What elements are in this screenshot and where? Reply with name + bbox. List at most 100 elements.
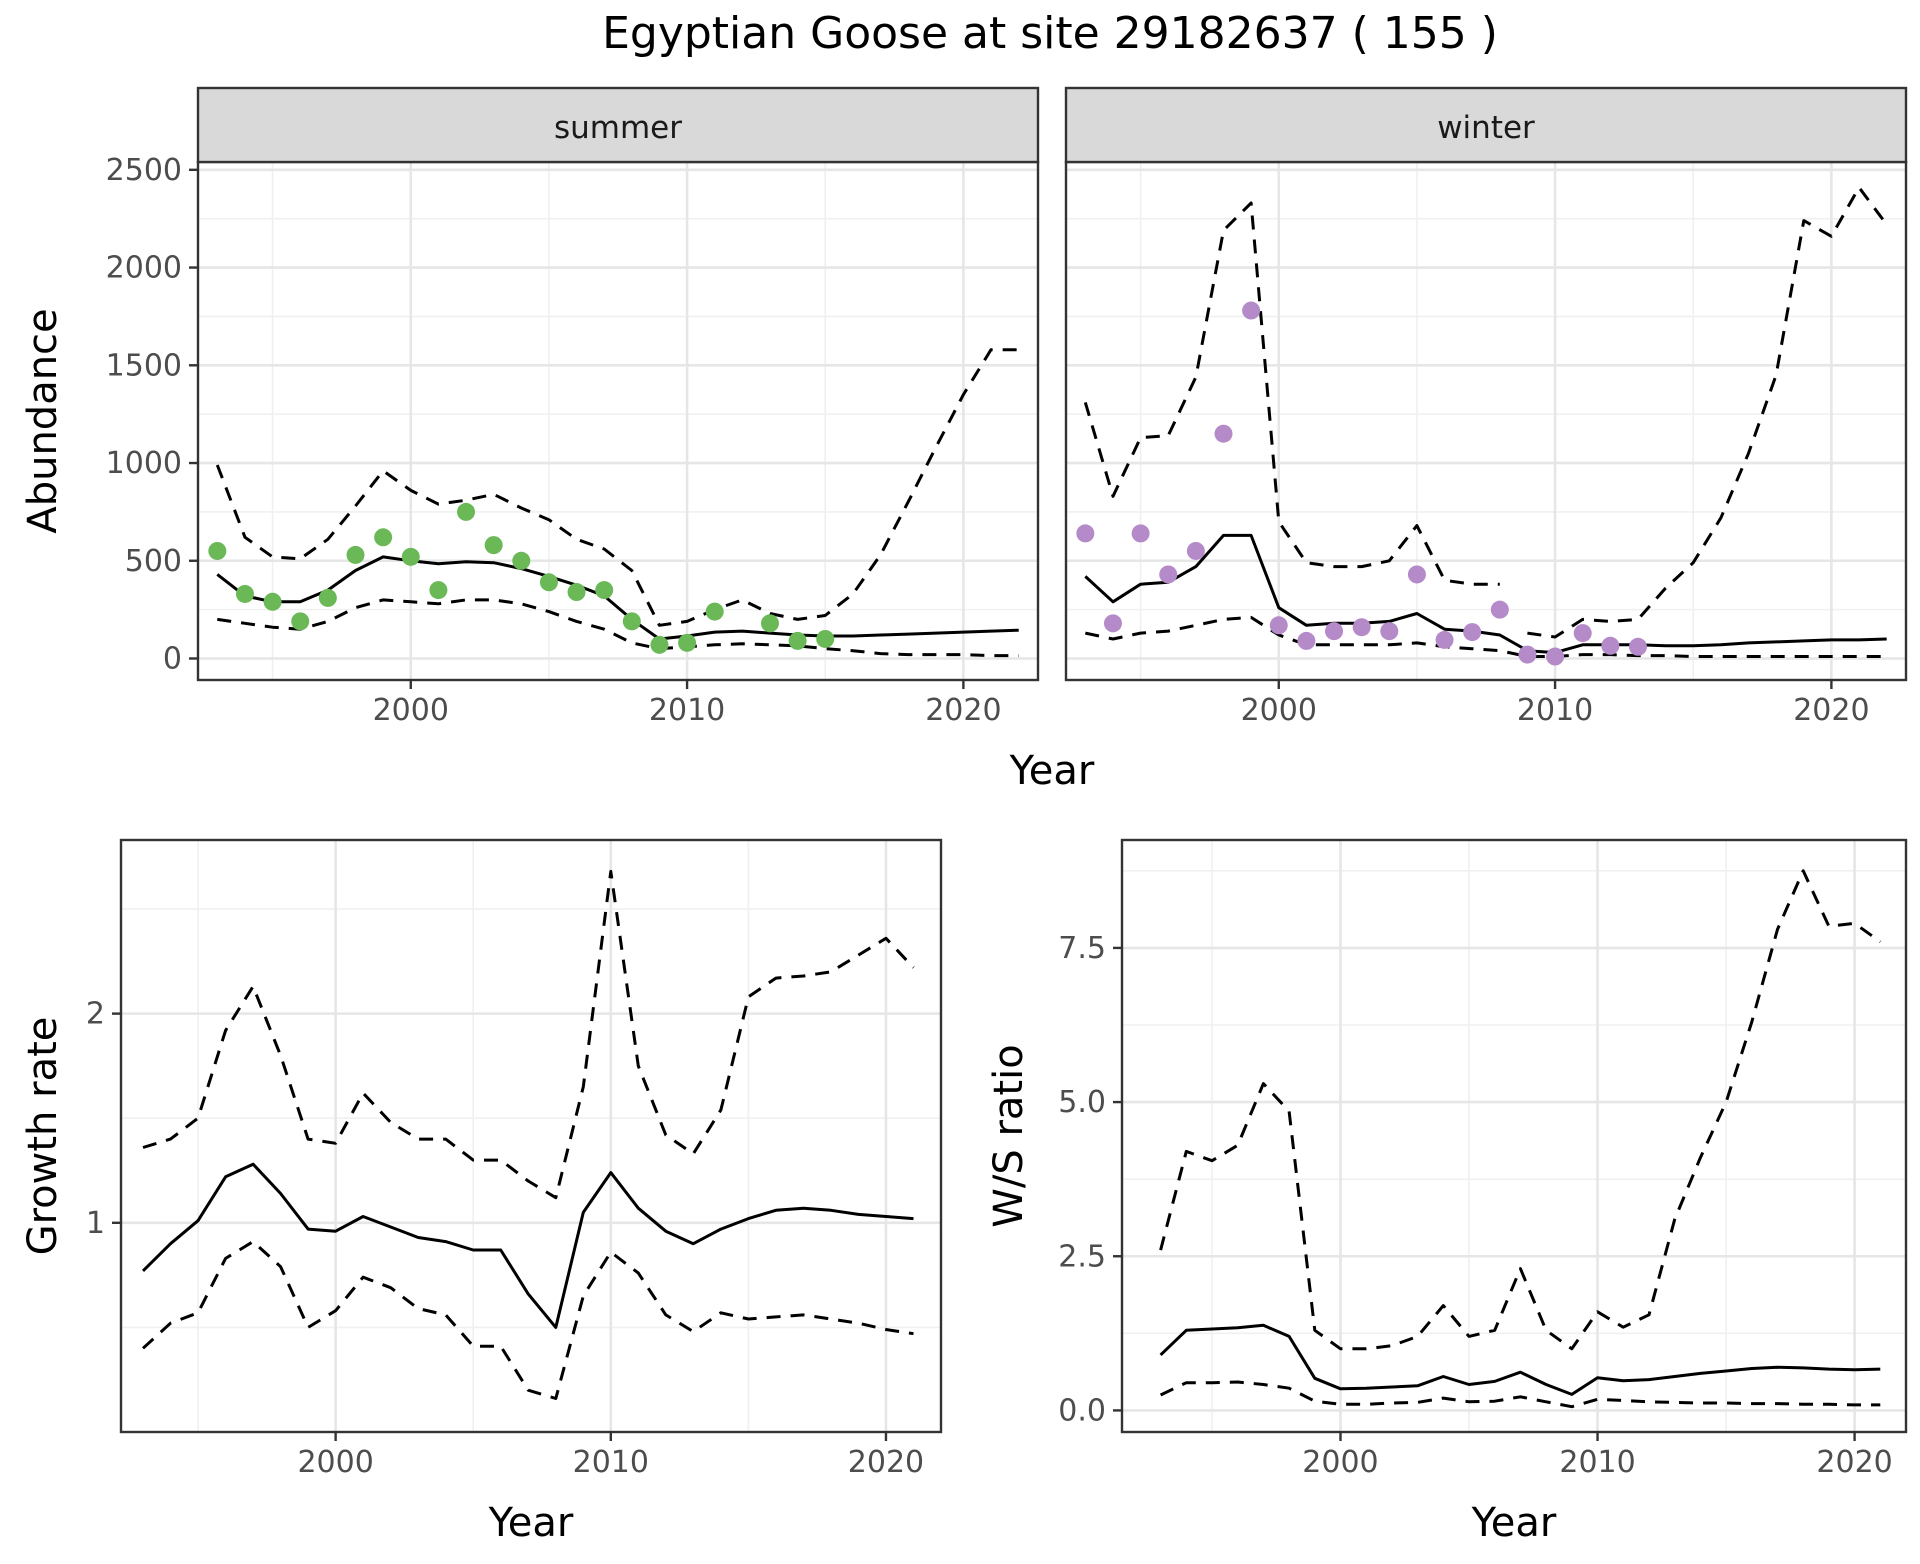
series-line-estimate [1084,533,1887,655]
series-group [208,348,1019,658]
panel-ratio: 2000 2010 2020 0.0 2.5 5.0 7.5 W/S ratio Year [986,838,1908,1546]
x-axis-title-top: Year [1009,748,1095,794]
observed-point [539,573,558,592]
y-tick-label: 2 [86,997,105,1032]
y-tick-label: 500 [125,544,182,579]
y-tick-label: 5.0 [1058,1085,1106,1120]
observed-point [1352,618,1371,637]
panel-summer: summer 2000 2010 2020 0 500 1000 1500 2000 2500 Ab… [20,86,1040,728]
series-line-upper [215,348,1019,627]
observed-point [595,581,614,600]
observed-point [235,584,254,603]
observed-point [1463,623,1482,642]
observed-point [318,588,337,607]
observed-point [1435,630,1454,649]
panel-border [119,838,943,1434]
observed-point [291,612,310,631]
series-line-lower [1159,1380,1881,1409]
x-tick-label: 2010 [1559,1445,1635,1480]
y-tick-label: 7.5 [1058,931,1106,966]
y-tick-label: 2.5 [1058,1239,1106,1274]
strip-background [196,86,1040,164]
observed-point [429,581,448,600]
observed-point [1269,616,1288,635]
observed-point [1380,622,1399,641]
y-axis-title: Growth rate [20,1017,66,1256]
observed-point [650,635,669,654]
observed-point [263,592,282,611]
x-tick-label: 2000 [297,1445,373,1480]
y-tick-label: 1500 [106,348,182,383]
observed-point [1242,301,1261,320]
observed-point [1214,424,1233,443]
x-tick-label: 2020 [1793,693,1869,728]
strip-background [1064,86,1908,164]
panel-winter: winter 2000 2010 2020 [1064,86,1908,728]
observed-point [1601,636,1620,655]
observed-point [567,583,586,602]
observed-point [760,614,779,633]
x-axis-title: Year [488,1500,574,1546]
observed-point [1297,631,1316,650]
y-tick-label: 2500 [106,153,182,188]
observed-point [346,545,365,564]
series-line-estimate [216,555,1019,641]
series-line-upper [1159,869,1882,1351]
observed-point [1103,614,1122,633]
observed-point [401,547,420,566]
observed-point [705,602,724,621]
series-group [1159,869,1882,1409]
observed-point [1518,645,1537,664]
observed-point [788,631,807,650]
x-tick-label: 2010 [573,1445,649,1480]
panel-border [1120,838,1908,1434]
x-tick-label: 2000 [1302,1445,1378,1480]
series-line-estimate [141,1162,914,1329]
strip-label: summer [554,110,682,146]
observed-point [678,633,697,652]
series-line-lower [1084,615,1887,658]
chart-title: Egyptian Goose at site 29182637 ( 155 ) [602,8,1498,59]
y-tick-label: 1 [86,1206,105,1241]
plot-background [1066,162,1906,680]
series-line-upper [142,869,915,1200]
y-tick-label: 2000 [106,251,182,286]
x-tick-label: 2000 [1241,693,1317,728]
plot-background [121,840,941,1432]
plot-background [198,162,1038,680]
series-line-upper [1083,201,1500,586]
observed-point [1407,565,1426,584]
y-axis-title: W/S ratio [986,1044,1032,1227]
observed-point [1159,565,1178,584]
observed-point [1573,624,1592,643]
observed-point [816,629,835,648]
y-axis-title: Abundance [20,308,66,533]
observed-point [1325,622,1344,641]
observed-point [1628,637,1647,656]
observed-point [374,528,393,547]
x-tick-label: 2020 [848,1445,924,1480]
strip-label: winter [1437,110,1535,146]
x-tick-label: 2010 [649,693,725,728]
y-tick-label: 1000 [106,446,182,481]
x-axis-title: Year [1471,1500,1557,1546]
observed-point [1490,600,1509,619]
observed-point [622,612,641,631]
y-tick-label: 0.0 [1058,1393,1106,1428]
x-tick-label: 2020 [925,693,1001,728]
y-tick-label: 0 [163,641,182,676]
observed-point [1131,524,1150,543]
panel-growth: 2000 2010 2020 1 2 Growth rate Year [20,838,943,1546]
series-line-upper [1527,185,1888,639]
series-group [1076,185,1888,666]
observed-point [1076,524,1095,543]
plot-background [1122,840,1906,1432]
observed-point [1546,647,1565,666]
series-line-lower [217,598,1019,658]
series-group [141,869,915,1400]
x-tick-label: 2010 [1517,693,1593,728]
series-line-estimate [1159,1323,1881,1396]
observed-point [1186,541,1205,560]
